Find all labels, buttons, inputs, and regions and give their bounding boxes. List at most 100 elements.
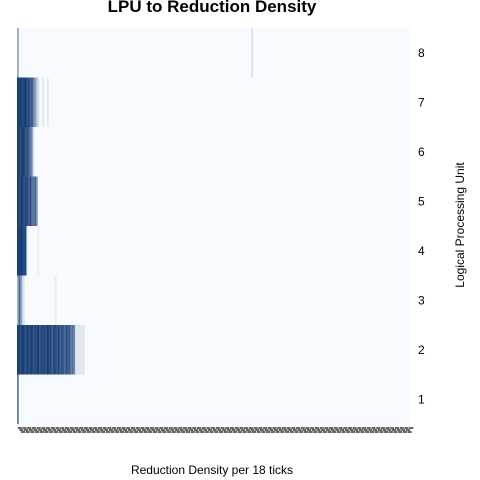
heatmap-cell: [50, 325, 52, 375]
heatmap-cell: [54, 325, 57, 375]
y-tick-label: 7: [418, 95, 425, 109]
heatmap-cell: [42, 325, 45, 375]
heatmap-cell: [26, 127, 29, 177]
heatmap-cell: [18, 275, 21, 325]
heatmap-cell: [24, 325, 27, 375]
y-tick-label: 3: [418, 293, 425, 307]
heatmap-cell: [34, 77, 37, 127]
heatmap-cell: [28, 325, 30, 375]
heatmap-cell: [73, 325, 76, 375]
heatmap-cell: [34, 176, 37, 226]
heatmap-cell: [37, 325, 40, 375]
heatmap-cell: [29, 176, 32, 226]
heatmap-cell: [24, 127, 27, 177]
heatmap-cell: [23, 176, 26, 226]
heatmap-cell: [18, 325, 21, 375]
y-axis-tick-labels: 1 2 3 4 5 6 7 8: [418, 46, 425, 407]
heatmap-cell: [23, 325, 26, 375]
heatmap-cell: [21, 176, 24, 226]
heatmap-cell: [46, 325, 49, 375]
heatmap-cell: [20, 325, 23, 375]
heatmap-cell: [35, 325, 38, 375]
heatmap-cell: [23, 226, 26, 276]
heatmap-cell: [29, 325, 32, 375]
heatmap-cell: [18, 127, 21, 177]
heatmap-cell: [35, 77, 38, 127]
heatmap-cell: [32, 127, 35, 177]
heatmap-cell: [45, 325, 48, 375]
y-tick-label: 2: [418, 343, 425, 357]
heatmap-cell: [37, 77, 40, 127]
heatmap-cell: [21, 325, 24, 375]
heatmap-cell: [21, 226, 24, 276]
heatmap-cell: [31, 77, 34, 127]
chart-title: LPU to Reduction Density: [108, 0, 317, 16]
heatmap-cell: [31, 325, 34, 375]
heatmap-cell: [51, 325, 54, 375]
heatmap-cell: [20, 77, 23, 127]
y-tick-label: 6: [418, 145, 425, 159]
heatmap-cell: [21, 77, 24, 127]
heatmap-cell: [23, 275, 26, 325]
heatmap-cell: [29, 77, 32, 127]
heatmap-cell: [26, 77, 29, 127]
heatmap-cell: [20, 226, 23, 276]
heatmap-cell: [20, 275, 23, 325]
heatmap-cell: [67, 325, 70, 375]
heatmap-cell: [61, 325, 63, 375]
heatmap-cell: [23, 77, 26, 127]
heatmap-cells: [17, 28, 254, 424]
heatmap-cell: [54, 275, 57, 325]
heatmap-cell: [28, 176, 30, 226]
heatmap-cell: [20, 176, 23, 226]
heatmap-cell: [17, 226, 19, 276]
heatmap-cell: [17, 77, 19, 127]
heatmap-cell: [24, 226, 27, 276]
heatmap-cell: [24, 77, 27, 127]
heatmap-cell: [40, 325, 43, 375]
heatmap-cell: [251, 28, 254, 78]
heatmap-cell: [76, 325, 79, 375]
heatmap-cell: [34, 325, 37, 375]
heatmap-cell: [56, 325, 59, 375]
heatmap-cell: [21, 127, 24, 177]
heatmap-cell: [28, 127, 30, 177]
heatmap-cell: [17, 374, 19, 424]
heatmap-cell: [26, 226, 29, 276]
heatmap-cell: [42, 77, 45, 127]
heatmap-cell: [28, 77, 30, 127]
heatmap-cell: [26, 325, 29, 375]
heatmap-cell: [70, 325, 73, 375]
heatmap-cell: [65, 325, 68, 375]
y-tick-label: 4: [418, 244, 425, 258]
heatmap-cell: [43, 325, 46, 375]
x-axis-label: Reduction Density per 18 ticks: [131, 463, 293, 477]
heatmap-cell: [59, 325, 62, 375]
heatmap-cell: [17, 176, 19, 226]
heatmap-cell: [20, 127, 23, 177]
heatmap-cell: [57, 325, 60, 375]
heatmap-cell: [17, 127, 19, 177]
x-axis-ticks: [17, 427, 414, 433]
heatmap-cell: [17, 275, 19, 325]
y-tick-label: 8: [418, 46, 425, 60]
heatmap-cell: [32, 77, 35, 127]
heatmap-cell: [75, 325, 78, 375]
heatmap-cell: [29, 127, 32, 177]
heatmap-cell: [62, 325, 65, 375]
heatmap-cell: [26, 176, 29, 226]
heatmap-cell: [18, 176, 21, 226]
y-tick-label: 5: [418, 194, 425, 208]
heatmap-cell: [64, 325, 67, 375]
heatmap-cell: [72, 325, 74, 375]
heatmap-cell: [24, 176, 27, 226]
heatmap-cell: [48, 325, 51, 375]
heatmap-cell: [46, 77, 49, 127]
heatmap-cell: [78, 325, 81, 375]
heatmap-cell: [21, 275, 24, 325]
heatmap-cell: [31, 127, 34, 177]
heatmap-cell: [81, 325, 84, 375]
heatmap-cell: [53, 325, 56, 375]
heatmap-cell: [79, 325, 82, 375]
